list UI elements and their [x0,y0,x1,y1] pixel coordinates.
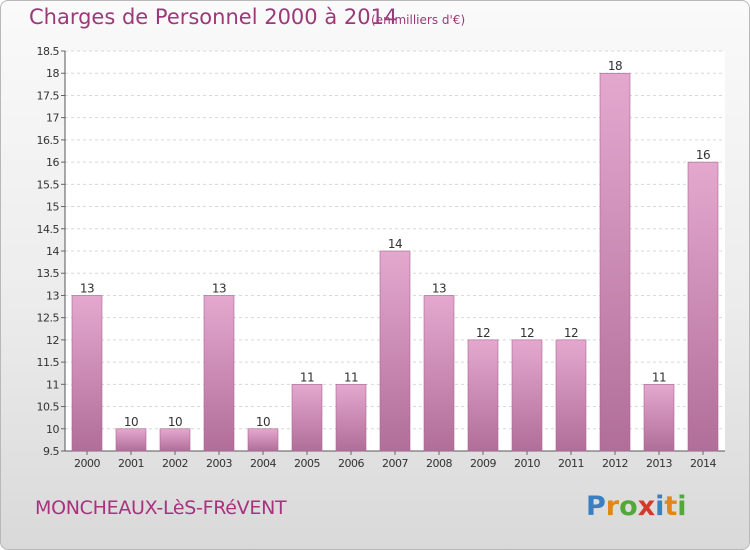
x-tick-label: 2008 [426,457,452,470]
y-tick-label: 17 [46,112,59,125]
data-label: 12 [520,326,534,340]
y-tick-label: 13 [46,289,59,302]
data-label: 13 [80,281,94,295]
x-tick-label: 2013 [646,457,672,470]
y-tick-label: 18 [46,67,59,80]
city-name: MONCHEAUX-LèS-FRéVENT [35,497,287,519]
bar [643,384,675,452]
y-tick-label: 13.5 [37,267,60,280]
y-tick-label: 17.5 [37,89,60,102]
y-tick-label: 16 [46,156,59,169]
x-tick-label: 2000 [74,457,100,470]
y-tick-label: 18.5 [37,45,60,58]
logo-letter: i [677,491,687,522]
data-label: 11 [344,370,358,384]
bar [71,295,103,452]
logo-letter: x [637,491,656,522]
x-tick-label: 2011 [558,457,584,470]
data-label: 12 [476,326,490,340]
data-label: 14 [388,237,402,251]
y-tick-label: 9.5 [43,445,59,458]
data-label: 13 [212,281,226,295]
bar [467,339,499,452]
x-tick-label: 2004 [250,457,276,470]
x-tick-label: 2010 [514,457,540,470]
logo-letter: r [605,491,620,522]
x-tick-label: 2006 [338,457,364,470]
y-tick-label: 14 [46,245,59,258]
x-tick-label: 2003 [206,457,232,470]
data-label: 10 [168,415,182,429]
data-label: 13 [432,281,446,295]
y-tick-label: 15.5 [37,178,60,191]
logo-letter: t [664,491,678,522]
bar [599,72,631,452]
x-tick-label: 2009 [470,457,496,470]
y-tick-label: 14.5 [37,223,60,236]
bar [159,428,191,452]
bar [203,295,235,452]
data-label: 16 [696,148,710,162]
chart-subtitle: (en milliers d'€) [371,13,466,27]
chart-title: Charges de Personnel 2000 à 2014 [29,5,398,29]
logo-letter: o [619,491,638,522]
data-label: 12 [564,326,578,340]
y-tick-label: 11 [46,378,59,391]
bar [687,161,719,452]
data-label: 10 [124,415,138,429]
y-tick-label: 11.5 [37,356,60,369]
bar [115,428,147,452]
data-label: 18 [608,59,622,73]
x-tick-label: 2012 [602,457,628,470]
bar [555,339,587,452]
x-tick-label: 2001 [118,457,144,470]
x-tick-label: 2002 [162,457,188,470]
bar [511,339,543,452]
x-tick-label: 2014 [690,457,716,470]
y-tick-label: 10 [46,423,59,436]
proxiti-logo: Proxiti [586,491,687,522]
x-tick-label: 2005 [294,457,320,470]
logo-letter: P [586,491,606,522]
bar [291,384,323,452]
bar [247,428,279,452]
bar [335,384,367,452]
data-label: 10 [256,415,270,429]
y-tick-label: 12 [46,334,59,347]
x-tick-label: 2007 [382,457,408,470]
bar [379,250,411,452]
data-label: 11 [300,370,314,384]
data-label: 11 [652,370,666,384]
y-tick-label: 15 [46,201,59,214]
logo-letter: i [655,491,665,522]
y-tick-label: 12.5 [37,312,60,325]
y-tick-label: 16.5 [37,134,60,147]
y-tick-label: 10.5 [37,401,60,414]
bar [423,295,455,452]
